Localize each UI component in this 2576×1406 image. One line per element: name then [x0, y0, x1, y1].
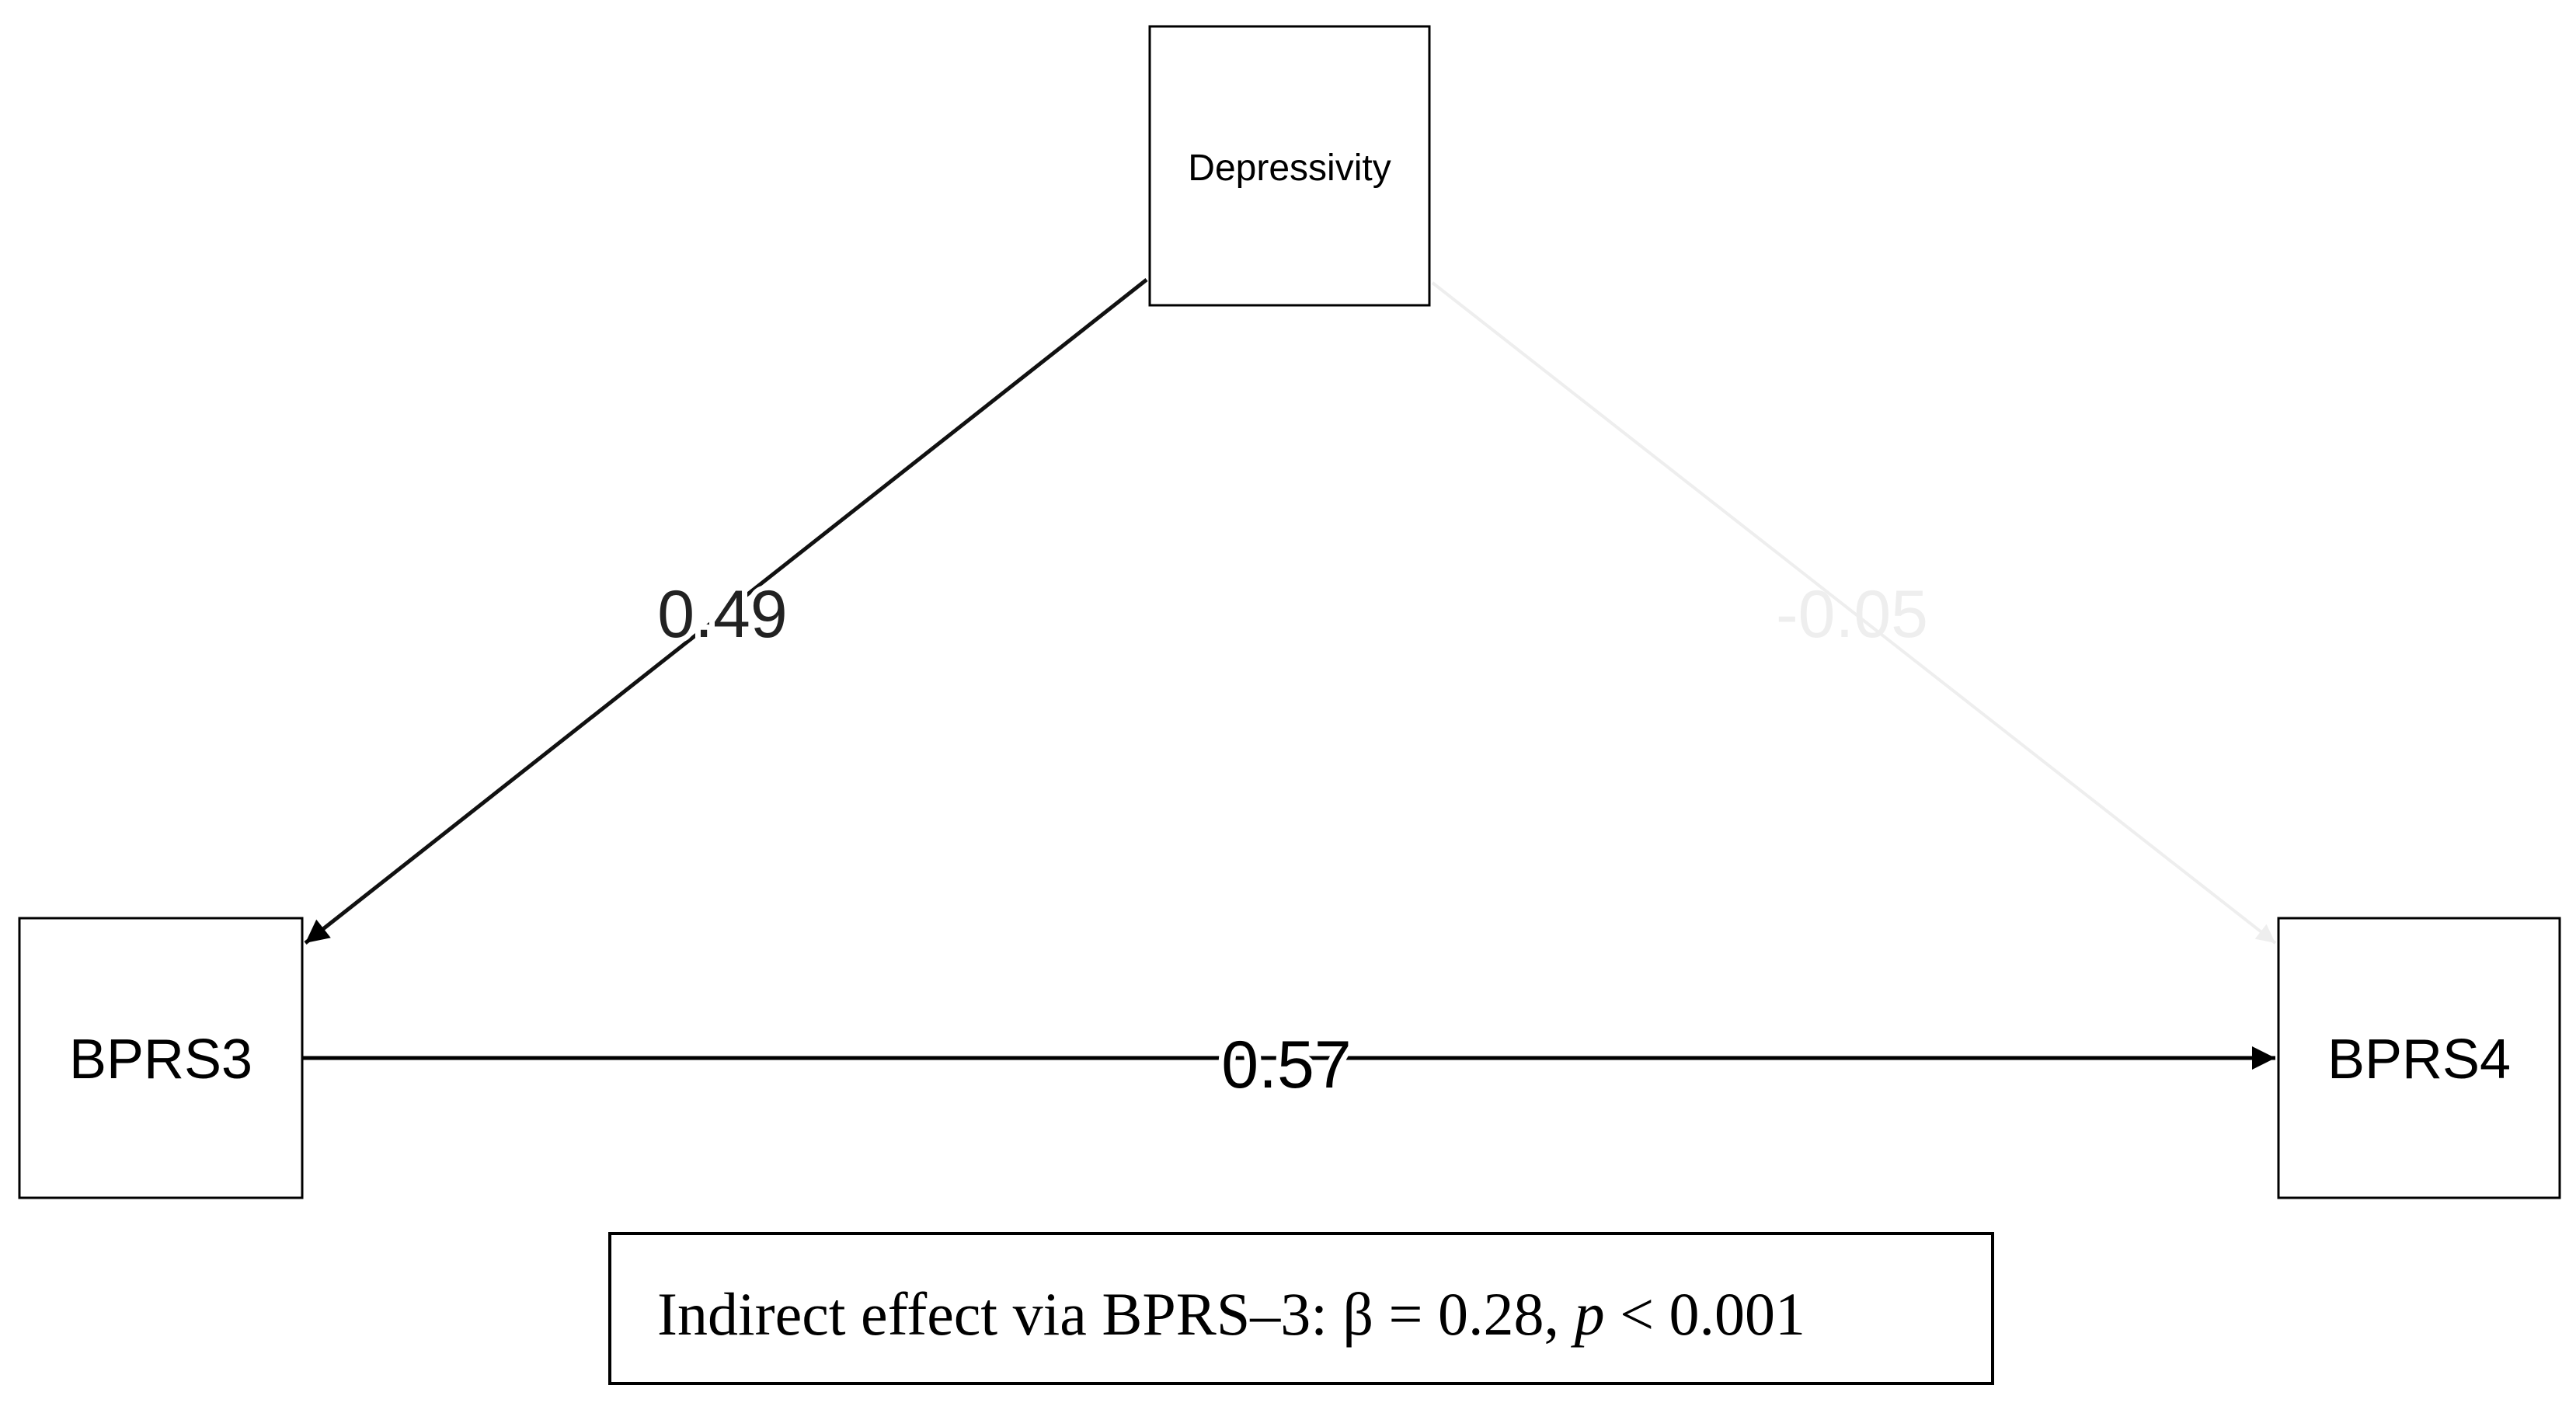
node-label: BPRS3 [69, 1028, 252, 1091]
edge-line [304, 278, 1148, 945]
note-box [608, 1232, 1994, 1385]
edge-line [1431, 281, 2277, 945]
edge-label: 0.49 [657, 577, 787, 652]
edge-label: -0.05 [1776, 577, 1928, 652]
node-label: Depressivity [1188, 148, 1391, 189]
node-box [1148, 25, 1431, 307]
note-part: < 0.001 [1620, 1280, 1805, 1348]
node-label: BPRS4 [2327, 1028, 2511, 1091]
note-text: Indirect effect via BPRS–3: β = 0.28, p … [657, 1280, 1805, 1348]
note-part: Indirect effect via BPRS–3: β = 0.28, [657, 1280, 1559, 1348]
note-italic: p [1571, 1280, 1605, 1348]
node-box [18, 917, 304, 1199]
node-box [2277, 917, 2561, 1199]
edge-label: 0.57 [1221, 1028, 1351, 1102]
